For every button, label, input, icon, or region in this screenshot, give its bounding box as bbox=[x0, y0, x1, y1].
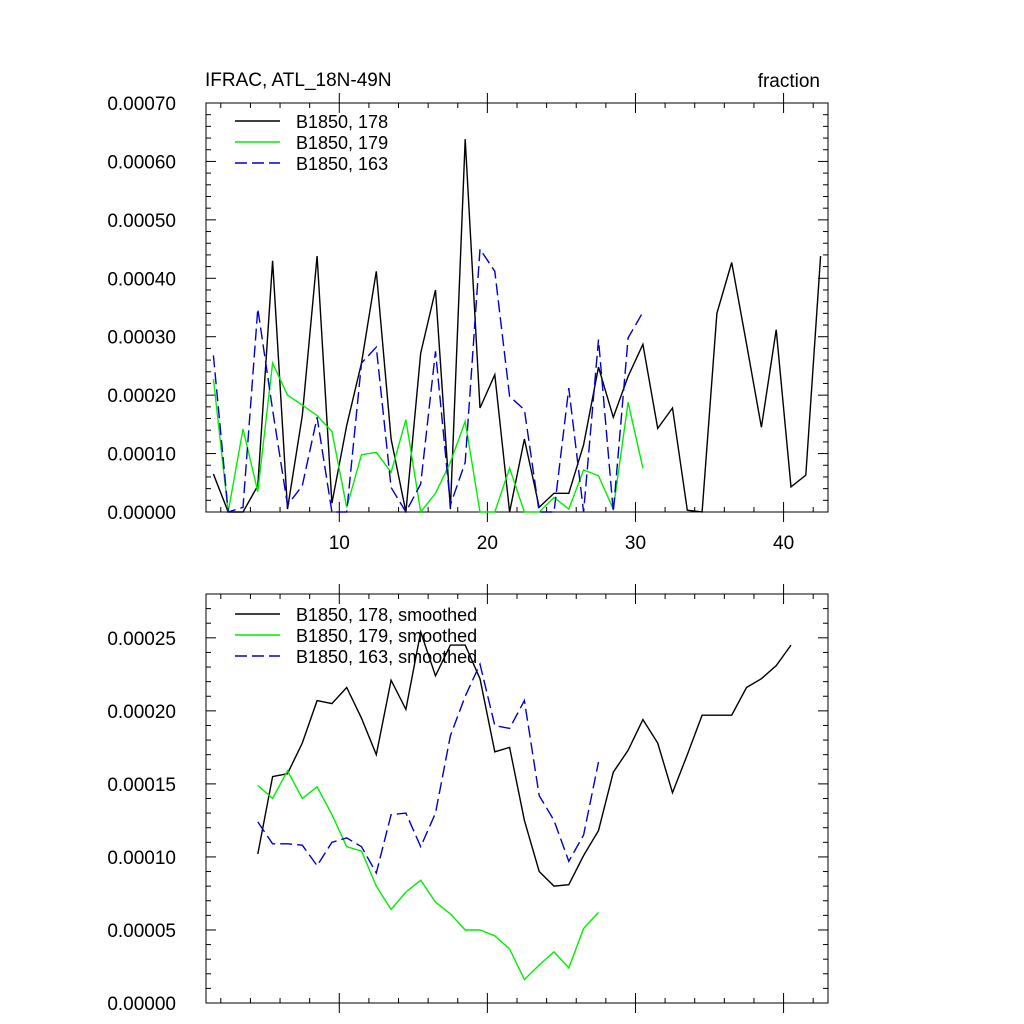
bottom-legend-label-2: B1850, 179, smoothed bbox=[296, 626, 477, 646]
top-panel-title: IFRAC, ATL_18N-49N bbox=[205, 70, 392, 91]
bottom-y-tick-label: 0.00015 bbox=[107, 775, 176, 796]
top-x-tick-label: 30 bbox=[625, 533, 646, 554]
top-y-tick-label: 0.00010 bbox=[107, 445, 176, 466]
top-x-tick-label: 40 bbox=[773, 533, 794, 554]
bottom-series-line-1 bbox=[257, 629, 792, 887]
top-x-tick-label: 20 bbox=[477, 533, 498, 554]
top-legend-label-2: B1850, 179 bbox=[296, 133, 388, 153]
top-y-tick-label: 0.00060 bbox=[107, 152, 176, 173]
top-y-tick-label: 0.00070 bbox=[107, 94, 176, 115]
bottom-legend-label-1: B1850, 178, smoothed bbox=[296, 605, 477, 625]
bottom-y-tick-label: 0.00020 bbox=[107, 702, 176, 723]
top-y-tick-label: 0.00040 bbox=[107, 269, 176, 290]
top-x-tick-label: 10 bbox=[329, 533, 350, 554]
bottom-panel: 0.00000 0.00005 0.00010 0.00015 0.00020 0.000… bbox=[107, 584, 829, 1015]
top-series-line-3 bbox=[212, 247, 644, 514]
bottom-y-tick-label: 0.00000 bbox=[107, 994, 176, 1015]
top-series-line-2 bbox=[212, 360, 644, 514]
bottom-legend-label-3: B1850, 163, smoothed bbox=[296, 647, 477, 667]
top-y-tick-label: 0.00020 bbox=[107, 386, 176, 407]
top-legend-label-1: B1850, 178 bbox=[296, 112, 388, 132]
bottom-y-tick-label: 0.00025 bbox=[107, 629, 176, 650]
top-y-tick-label: 0.00000 bbox=[107, 503, 176, 524]
bottom-series-line-2 bbox=[257, 769, 600, 981]
bottom-y-tick-label: 0.00010 bbox=[107, 848, 176, 869]
top-panel: IFRAC, ATL_18N-49N fraction 10 20 30 40 0.00… bbox=[107, 70, 829, 554]
top-series-line-1 bbox=[212, 139, 822, 513]
top-legend-label-3: B1850, 163 bbox=[296, 154, 388, 174]
top-panel-units-label: fraction bbox=[758, 71, 820, 92]
top-y-tick-label: 0.00030 bbox=[107, 328, 176, 349]
bottom-series-line-3 bbox=[257, 661, 600, 875]
bottom-y-tick-label: 0.00005 bbox=[107, 921, 176, 942]
top-y-tick-label: 0.00050 bbox=[107, 211, 176, 232]
